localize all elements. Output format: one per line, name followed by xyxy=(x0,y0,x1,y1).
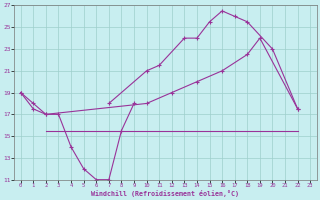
X-axis label: Windchill (Refroidissement éolien,°C): Windchill (Refroidissement éolien,°C) xyxy=(92,190,239,197)
